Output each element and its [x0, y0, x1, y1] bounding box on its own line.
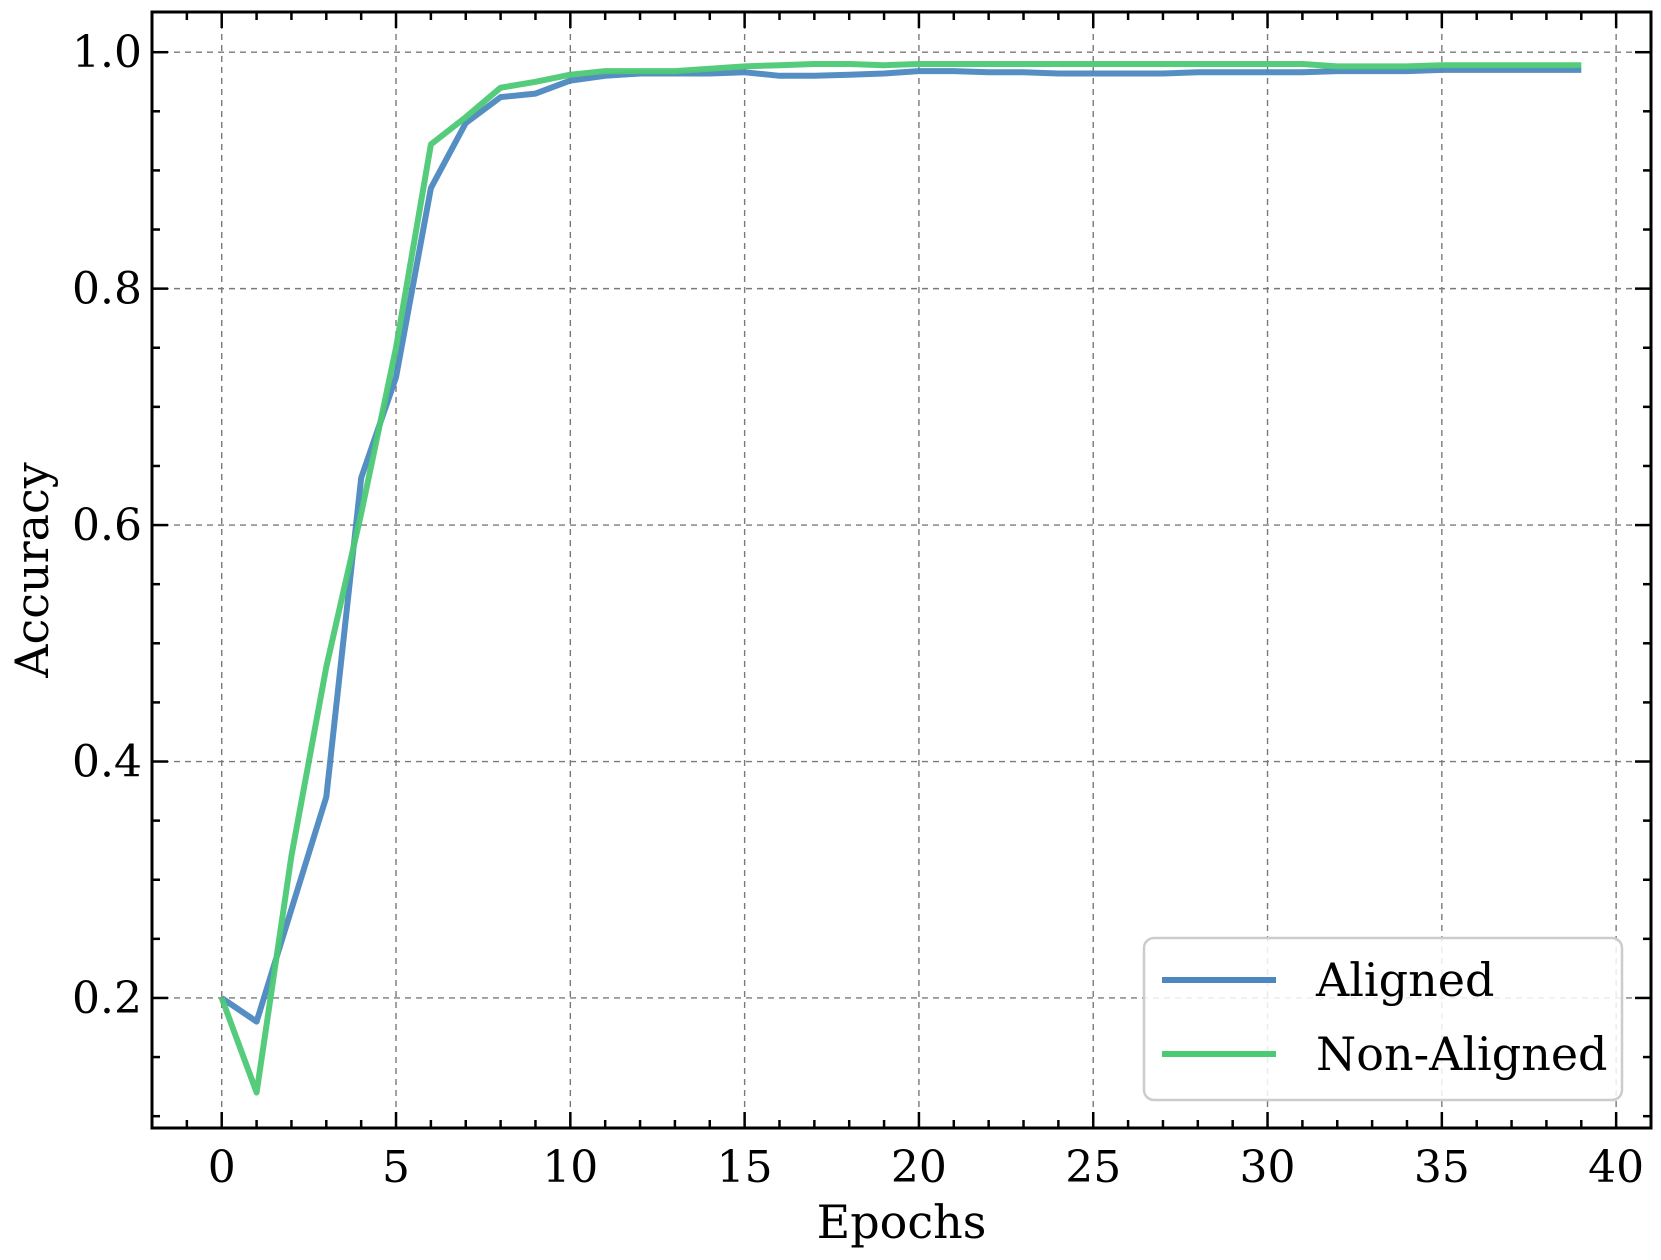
legend: Aligned Non-Aligned [1142, 936, 1624, 1102]
x-tick-label: 15 [717, 1142, 773, 1193]
x-tick-label: 0 [208, 1142, 236, 1193]
y-tick-label: 0.2 [72, 973, 142, 1024]
y-tick-label: 1.0 [72, 27, 142, 78]
series-line-non-aligned [218, 61, 1582, 1096]
y-tick-label: 0.6 [72, 500, 142, 551]
x-tick-label: 20 [891, 1142, 947, 1193]
legend-label-non-aligned: Non-Aligned [1316, 1027, 1608, 1081]
x-tick-label: 25 [1065, 1142, 1121, 1193]
y-tick-label: 0.4 [72, 737, 142, 788]
legend-label-aligned: Aligned [1315, 953, 1494, 1007]
x-axis-label: Epochs [817, 1195, 987, 1249]
plot-frame [150, 10, 1653, 1130]
x-tick-label: 40 [1588, 1142, 1644, 1193]
series-line-aligned [220, 66, 1582, 1025]
y-axis-label: Accuracy [5, 462, 59, 679]
y-tick-labels: 0.2 0.4 0.6 0.8 1.0 [72, 27, 142, 1024]
ticks [150, 12, 1653, 1128]
x-tick-label: 30 [1240, 1142, 1296, 1193]
x-tick-labels: 0 5 10 15 20 25 30 35 40 [208, 1142, 1644, 1193]
x-tick-label: 35 [1414, 1142, 1470, 1193]
x-tick-label: 10 [542, 1142, 598, 1193]
y-tick-label: 0.8 [72, 264, 142, 315]
x-tick-label: 5 [382, 1142, 410, 1193]
series-group [218, 61, 1582, 1096]
